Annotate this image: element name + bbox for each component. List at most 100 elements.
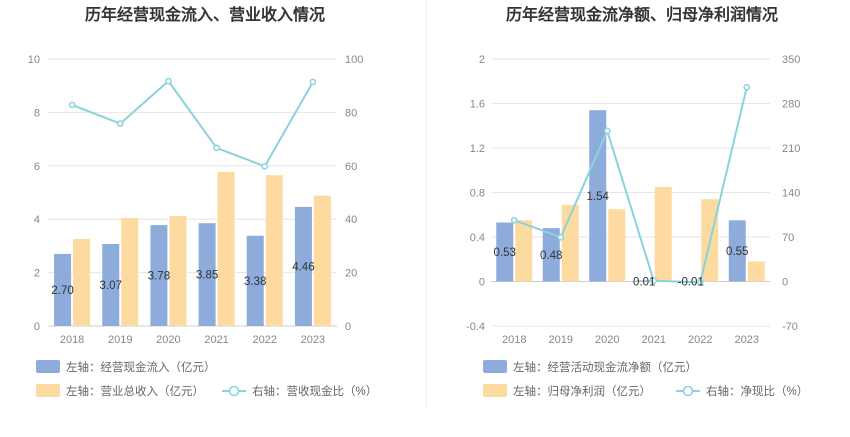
left-chart-title: 历年经营现金流入、营业收入情况 xyxy=(85,5,325,24)
bar-2023 xyxy=(313,195,331,326)
ratio-point-2023 xyxy=(309,78,317,86)
y-right-tick-label: 350 xyxy=(782,54,800,66)
right-legend: 左轴：经营活动现金流净额（亿元） 左轴：归母净利润（亿元） 右轴：净现比（%） xyxy=(483,360,808,398)
bar-2019 xyxy=(121,217,139,326)
y-left-tick-label: 0 xyxy=(479,277,485,289)
bar-value-label: 0.48 xyxy=(540,250,562,262)
bar-value-label: 3.78 xyxy=(148,271,170,283)
bar-2023 xyxy=(294,206,312,326)
x-tick-label: 2021 xyxy=(642,334,666,346)
x-tick-label: 2023 xyxy=(735,334,759,346)
x-tick-label: 2019 xyxy=(549,334,573,346)
ratio-line xyxy=(71,79,314,168)
y-right-tick-label: 140 xyxy=(782,188,800,200)
ratio-point-2022 xyxy=(696,279,704,286)
y-right-tick-label: 0 xyxy=(782,277,788,289)
bar-value-label: 4.46 xyxy=(292,261,314,273)
legend-line-marker xyxy=(682,385,694,397)
legend-label: 左轴：经营活动现金流净额（亿元） xyxy=(513,360,697,374)
y-right-tick-label: 80 xyxy=(345,107,357,119)
ratio-point-2021 xyxy=(213,144,220,152)
legend-label: 左轴：营业总收入（亿元） xyxy=(66,384,204,398)
y-left-tick-label: 6 xyxy=(34,161,40,173)
bar-value-label: 3.07 xyxy=(100,280,122,292)
x-tick-label: 2019 xyxy=(108,334,132,346)
bar-2021 xyxy=(198,223,216,326)
legend-swatch xyxy=(483,360,507,373)
bar-2020 xyxy=(169,215,187,326)
bar-2021 xyxy=(217,171,235,326)
legend-label: 右轴：净现比（%） xyxy=(706,384,808,398)
bar-2023 xyxy=(747,261,765,282)
right-chart: -0.4 0 0.4 0.8 1.2 1.6 2 -70 0 70 140 210 280 350 2018… xyxy=(466,54,800,346)
bar-2022 xyxy=(265,175,283,326)
bar-value-label: 0.55 xyxy=(726,246,748,258)
bar-2018 xyxy=(73,238,91,326)
bar-value-label: -0.01 xyxy=(678,277,704,289)
ratio-point-2022 xyxy=(261,162,269,170)
x-tick-label: 2021 xyxy=(204,334,228,346)
ratio-point-2019 xyxy=(116,120,124,127)
x-tick-label: 2022 xyxy=(688,334,712,346)
bar-value-label: 0.53 xyxy=(494,247,516,259)
ratio-point-2018 xyxy=(510,216,518,224)
y-right-tick-label: 210 xyxy=(782,143,800,155)
legend-label: 右轴：营收现金比（%） xyxy=(252,384,377,398)
bar-2020 xyxy=(150,225,168,326)
ratio-point-2020 xyxy=(165,77,172,85)
bar-value-label: 2.70 xyxy=(51,285,73,297)
bar-value-label: 0.01 xyxy=(633,277,655,289)
y-left-tick-label: 2 xyxy=(34,268,40,280)
x-tick-label: 2018 xyxy=(60,334,84,346)
bar-2019 xyxy=(102,244,120,326)
ratio-point-2018 xyxy=(68,101,76,109)
y-left-tick-label: 0.4 xyxy=(470,232,485,244)
ratio-point-2023 xyxy=(743,83,751,91)
ratio-line xyxy=(513,86,748,284)
legend-line-marker xyxy=(228,385,240,397)
y-left-tick-label: 0 xyxy=(34,321,40,333)
y-left-tick-label: 8 xyxy=(34,107,40,119)
ratio-point-2019 xyxy=(557,233,565,241)
x-tick-label: 2023 xyxy=(301,334,325,346)
bar-2022 xyxy=(246,235,264,326)
x-tick-label: 2018 xyxy=(502,334,526,346)
ratio-point-2021 xyxy=(650,277,658,285)
y-left-tick-label: 1.2 xyxy=(470,143,485,155)
y-left-tick-label: 2 xyxy=(479,54,485,66)
bar-2021 xyxy=(654,186,672,282)
y-right-tick-label: 20 xyxy=(345,268,357,280)
bar-2021 xyxy=(635,280,653,282)
bar-2019 xyxy=(542,228,560,282)
bar-value-label: 3.38 xyxy=(244,276,266,288)
legend-swatch xyxy=(36,384,60,397)
y-left-tick-label: 10 xyxy=(28,54,40,66)
y-left-tick-label: -0.4 xyxy=(466,321,485,333)
ratio-point-2020 xyxy=(603,127,611,135)
bar-2018 xyxy=(496,222,514,282)
legend-label: 左轴：经营现金流入（亿元） xyxy=(66,360,216,374)
bar-2018 xyxy=(54,253,72,326)
y-right-tick-label: -70 xyxy=(782,321,798,333)
y-left-tick-label: 0.8 xyxy=(470,188,485,200)
y-left-tick-label: 4 xyxy=(34,214,40,226)
y-right-tick-label: 0 xyxy=(345,321,351,333)
y-right-tick-label: 60 xyxy=(345,161,357,173)
right-chart-title: 历年经营现金流净额、归母净利润情况 xyxy=(506,5,778,24)
legend-swatch xyxy=(36,360,60,373)
x-tick-label: 2022 xyxy=(253,334,277,346)
bar-2023 xyxy=(728,220,746,282)
x-tick-label: 2020 xyxy=(156,334,180,346)
y-right-tick-label: 70 xyxy=(782,232,794,244)
y-right-tick-label: 280 xyxy=(782,99,800,111)
bar-value-label: 3.85 xyxy=(196,270,218,282)
legend-label: 左轴：归母净利润（亿元） xyxy=(513,384,651,398)
legend-swatch xyxy=(483,384,507,397)
y-left-tick-label: 1.6 xyxy=(470,99,485,111)
bar-2018 xyxy=(515,220,533,282)
y-right-tick-label: 40 xyxy=(345,214,357,226)
y-right-tick-label: 100 xyxy=(345,54,363,66)
